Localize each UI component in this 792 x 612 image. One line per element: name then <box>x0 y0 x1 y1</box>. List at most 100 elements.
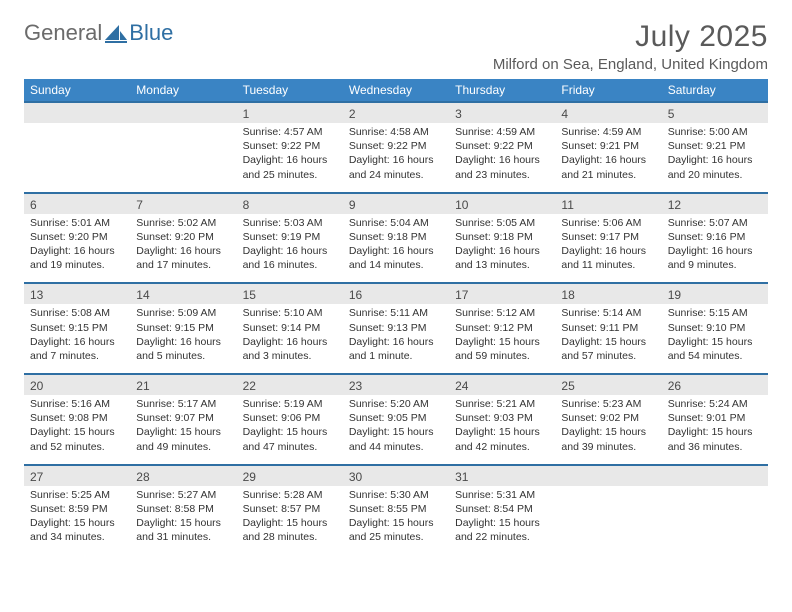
week-1-date-row: 6789101112 <box>24 193 768 214</box>
sunrise-line: Sunrise: 5:20 AM <box>349 397 443 411</box>
day-detail <box>130 123 236 193</box>
daylight-line: Daylight: 15 hours and 36 minutes. <box>668 425 762 453</box>
sunrise-line: Sunrise: 5:31 AM <box>455 488 549 502</box>
title-block: July 2025 Milford on Sea, England, Unite… <box>493 20 768 73</box>
day-date: 17 <box>449 283 555 304</box>
daylight-line: Daylight: 15 hours and 57 minutes. <box>561 335 655 363</box>
sunset-line: Sunset: 9:18 PM <box>349 230 443 244</box>
day-detail: Sunrise: 5:12 AMSunset: 9:12 PMDaylight:… <box>449 304 555 374</box>
sunset-line: Sunset: 9:21 PM <box>668 139 762 153</box>
daylight-line: Daylight: 15 hours and 44 minutes. <box>349 425 443 453</box>
daylight-line: Daylight: 15 hours and 49 minutes. <box>136 425 230 453</box>
dow-tuesday: Tuesday <box>237 79 343 102</box>
sunrise-line: Sunrise: 5:17 AM <box>136 397 230 411</box>
header: General Blue July 2025 Milford on Sea, E… <box>24 20 768 73</box>
day-date: 1 <box>237 102 343 123</box>
sunrise-line: Sunrise: 5:24 AM <box>668 397 762 411</box>
daylight-line: Daylight: 15 hours and 22 minutes. <box>455 516 549 544</box>
day-detail: Sunrise: 5:02 AMSunset: 9:20 PMDaylight:… <box>130 214 236 284</box>
sunset-line: Sunset: 9:06 PM <box>243 411 337 425</box>
month-title: July 2025 <box>493 20 768 54</box>
sunrise-line: Sunrise: 5:16 AM <box>30 397 124 411</box>
day-date: 14 <box>130 283 236 304</box>
day-detail <box>555 486 661 555</box>
logo: General Blue <box>24 20 173 46</box>
day-detail: Sunrise: 5:09 AMSunset: 9:15 PMDaylight:… <box>130 304 236 374</box>
sunrise-line: Sunrise: 4:58 AM <box>349 125 443 139</box>
sunset-line: Sunset: 8:55 PM <box>349 502 443 516</box>
day-detail: Sunrise: 5:19 AMSunset: 9:06 PMDaylight:… <box>237 395 343 465</box>
day-date <box>130 102 236 123</box>
day-date: 26 <box>662 374 768 395</box>
day-date <box>555 465 661 486</box>
sunrise-line: Sunrise: 5:09 AM <box>136 306 230 320</box>
dow-monday: Monday <box>130 79 236 102</box>
sunrise-line: Sunrise: 5:11 AM <box>349 306 443 320</box>
day-date <box>24 102 130 123</box>
sunset-line: Sunset: 8:54 PM <box>455 502 549 516</box>
week-4-date-row: 2728293031 <box>24 465 768 486</box>
sunrise-line: Sunrise: 5:10 AM <box>243 306 337 320</box>
sunset-line: Sunset: 9:16 PM <box>668 230 762 244</box>
dow-saturday: Saturday <box>662 79 768 102</box>
daylight-line: Daylight: 16 hours and 21 minutes. <box>561 153 655 181</box>
daylight-line: Daylight: 16 hours and 9 minutes. <box>668 244 762 272</box>
sunset-line: Sunset: 8:58 PM <box>136 502 230 516</box>
daylight-line: Daylight: 16 hours and 7 minutes. <box>30 335 124 363</box>
daylight-line: Daylight: 15 hours and 59 minutes. <box>455 335 549 363</box>
daylight-line: Daylight: 16 hours and 13 minutes. <box>455 244 549 272</box>
sunrise-line: Sunrise: 5:03 AM <box>243 216 337 230</box>
sunrise-line: Sunrise: 5:04 AM <box>349 216 443 230</box>
day-date: 28 <box>130 465 236 486</box>
day-detail: Sunrise: 5:00 AMSunset: 9:21 PMDaylight:… <box>662 123 768 193</box>
day-date: 13 <box>24 283 130 304</box>
logo-text-left: General <box>24 20 102 46</box>
sunset-line: Sunset: 9:05 PM <box>349 411 443 425</box>
week-4-data-row: Sunrise: 5:25 AMSunset: 8:59 PMDaylight:… <box>24 486 768 555</box>
day-detail: Sunrise: 4:59 AMSunset: 9:21 PMDaylight:… <box>555 123 661 193</box>
day-detail: Sunrise: 5:01 AMSunset: 9:20 PMDaylight:… <box>24 214 130 284</box>
day-detail: Sunrise: 5:05 AMSunset: 9:18 PMDaylight:… <box>449 214 555 284</box>
sunrise-line: Sunrise: 4:59 AM <box>455 125 549 139</box>
sunset-line: Sunset: 9:22 PM <box>455 139 549 153</box>
day-date: 12 <box>662 193 768 214</box>
sunset-line: Sunset: 9:08 PM <box>30 411 124 425</box>
daylight-line: Daylight: 15 hours and 42 minutes. <box>455 425 549 453</box>
day-date: 29 <box>237 465 343 486</box>
sunset-line: Sunset: 8:59 PM <box>30 502 124 516</box>
daylight-line: Daylight: 15 hours and 39 minutes. <box>561 425 655 453</box>
day-date: 15 <box>237 283 343 304</box>
day-date: 4 <box>555 102 661 123</box>
day-date: 19 <box>662 283 768 304</box>
day-date: 20 <box>24 374 130 395</box>
day-date: 16 <box>343 283 449 304</box>
sunset-line: Sunset: 9:03 PM <box>455 411 549 425</box>
sunset-line: Sunset: 9:11 PM <box>561 321 655 335</box>
sunset-line: Sunset: 9:15 PM <box>136 321 230 335</box>
daylight-line: Daylight: 16 hours and 24 minutes. <box>349 153 443 181</box>
day-date: 10 <box>449 193 555 214</box>
sunset-line: Sunset: 9:20 PM <box>30 230 124 244</box>
daylight-line: Daylight: 16 hours and 11 minutes. <box>561 244 655 272</box>
daylight-line: Daylight: 15 hours and 31 minutes. <box>136 516 230 544</box>
daylight-line: Daylight: 16 hours and 20 minutes. <box>668 153 762 181</box>
sunrise-line: Sunrise: 5:27 AM <box>136 488 230 502</box>
day-detail: Sunrise: 5:04 AMSunset: 9:18 PMDaylight:… <box>343 214 449 284</box>
day-detail: Sunrise: 5:23 AMSunset: 9:02 PMDaylight:… <box>555 395 661 465</box>
day-date <box>662 465 768 486</box>
sunrise-line: Sunrise: 5:28 AM <box>243 488 337 502</box>
day-date: 22 <box>237 374 343 395</box>
day-detail: Sunrise: 5:27 AMSunset: 8:58 PMDaylight:… <box>130 486 236 555</box>
sunset-line: Sunset: 9:02 PM <box>561 411 655 425</box>
sunrise-line: Sunrise: 5:15 AM <box>668 306 762 320</box>
logo-sail-icon <box>105 25 127 43</box>
logo-text-right: Blue <box>129 20 173 46</box>
sunset-line: Sunset: 9:01 PM <box>668 411 762 425</box>
day-detail: Sunrise: 5:14 AMSunset: 9:11 PMDaylight:… <box>555 304 661 374</box>
sunrise-line: Sunrise: 5:19 AM <box>243 397 337 411</box>
sunrise-line: Sunrise: 5:05 AM <box>455 216 549 230</box>
day-detail: Sunrise: 5:31 AMSunset: 8:54 PMDaylight:… <box>449 486 555 555</box>
sunrise-line: Sunrise: 5:00 AM <box>668 125 762 139</box>
sunset-line: Sunset: 9:22 PM <box>243 139 337 153</box>
sunset-line: Sunset: 9:20 PM <box>136 230 230 244</box>
